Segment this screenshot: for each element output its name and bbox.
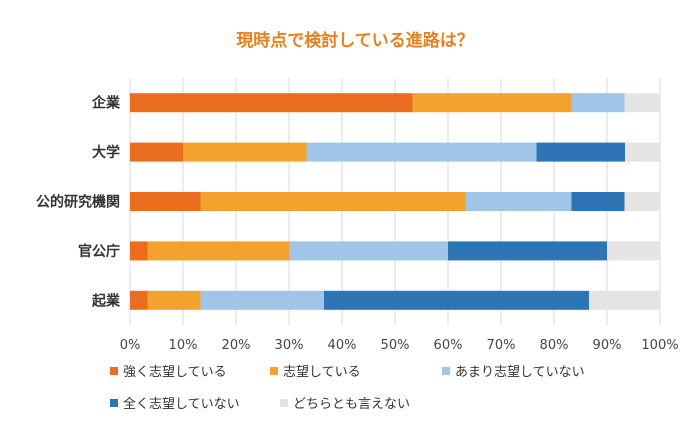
x-tick-label: 40% (328, 338, 357, 353)
x-tick-label: 20% (222, 338, 251, 353)
bar-segment (571, 93, 625, 113)
x-tick-label: 100% (641, 338, 678, 353)
legend-label: 志望している (283, 364, 361, 380)
bar-segment (183, 142, 307, 162)
x-tick-label: 90% (593, 338, 622, 353)
bar-segment (465, 192, 572, 211)
bar-segment (130, 93, 413, 113)
chart-title: 現時点で検討している進路は？ (236, 30, 474, 51)
bar-segment (412, 93, 572, 113)
bar-segment (624, 93, 660, 113)
bar-segment (306, 142, 537, 162)
legend-swatch (442, 367, 450, 375)
legend-swatch (270, 367, 278, 375)
legend-swatch (110, 367, 118, 375)
bars (130, 93, 660, 310)
bar-segment (130, 142, 183, 162)
x-tick-label: 70% (487, 338, 516, 353)
bar-segment (130, 290, 148, 310)
bar-segment (607, 241, 660, 261)
category-label: 大学 (92, 144, 120, 161)
bar-segment (289, 241, 448, 261)
x-tick-label: 50% (381, 338, 410, 353)
x-tick-label: 0% (120, 338, 141, 353)
category-label: 企業 (91, 95, 121, 112)
category-label: 公的研究機関 (36, 194, 120, 211)
x-tick-label: 80% (540, 338, 569, 353)
bar-segment (625, 142, 660, 162)
bar-segment (588, 290, 660, 310)
x-tick-label: 30% (275, 338, 304, 353)
bar-segment (536, 142, 626, 162)
category-label: 起業 (91, 292, 121, 309)
legend-swatch (280, 399, 288, 407)
x-tick-label: 60% (434, 338, 463, 353)
legend-label: どちらとも言えない (293, 397, 410, 412)
bar-segment (200, 290, 324, 310)
bar-segment (624, 192, 660, 211)
bar-segment (571, 192, 625, 211)
bar-segment (130, 192, 201, 211)
category-label: 官公庁 (78, 243, 120, 260)
bar-segment (147, 241, 289, 261)
legend-label: 強く志望している (123, 364, 227, 380)
legend-label: 全く志望していない (123, 396, 240, 412)
bar-segment (448, 241, 607, 261)
legend-label: あまり志望していない (455, 364, 585, 380)
bar-segment (200, 192, 466, 211)
bar-segment (130, 241, 148, 261)
legend-swatch (110, 399, 118, 407)
bar-segment (323, 290, 589, 310)
x-tick-labels: 0% 10% 20% 30% 40% 50% 60% 70% 80% 90% 100% (120, 338, 679, 353)
bar-segment (147, 290, 201, 310)
x-tick-label: 10% (169, 338, 198, 353)
